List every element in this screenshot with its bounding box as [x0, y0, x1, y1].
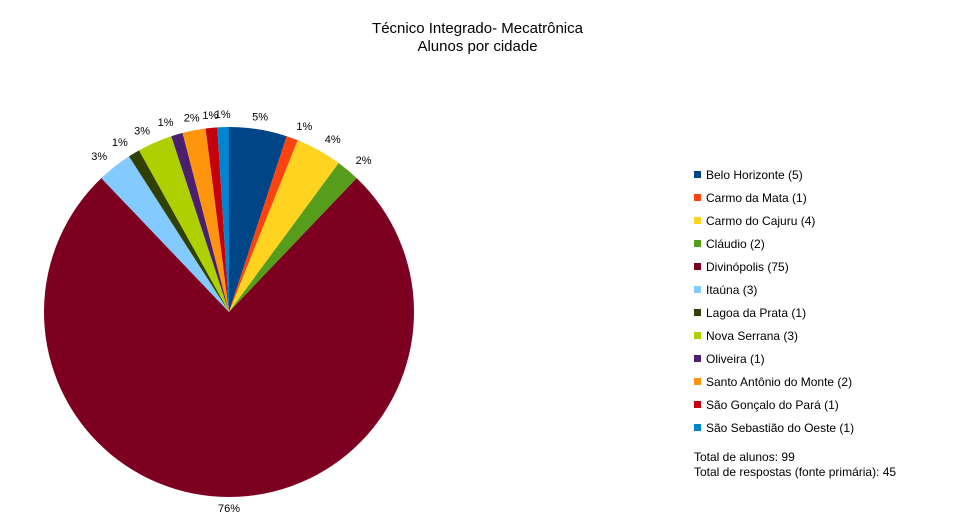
legend-label: Carmo da Mata (1) [706, 190, 807, 205]
legend-item-santo-antonio-do-monte: Santo Antônio do Monte (2) [694, 370, 854, 393]
legend-label: Divinópolis (75) [706, 259, 789, 274]
total-responses-note: Total de respostas (fonte primária): 45 [694, 465, 897, 479]
pie-slice-divinopolis [43, 178, 414, 498]
legend-item-itauna: Itaúna (3) [694, 278, 854, 301]
legend-swatch [694, 424, 701, 431]
legend-swatch [694, 217, 701, 224]
legend-swatch [694, 332, 701, 339]
pie-slice-itauna [101, 156, 229, 312]
legend-item-divinopolis: Divinópolis (75) [694, 255, 854, 278]
pie-label-claudio: 2% [356, 155, 372, 167]
chart-subtitle: Alunos por cidade [417, 38, 538, 55]
total-students-note: Total de alunos: 99 [694, 450, 795, 464]
legend-item-carmo-do-cajuru: Carmo do Cajuru (4) [694, 209, 854, 232]
pie-label-carmo-da-mata: 1% [296, 121, 312, 133]
chart-title-block: Técnico Integrado- Mecatrônica Alunos po… [0, 20, 955, 56]
legend-swatch [694, 194, 701, 201]
pie-label-sao-goncalo-do-para: 1% [202, 110, 218, 122]
pie-slice-sao-sebastiao-do-oeste [217, 127, 229, 312]
legend-item-sao-goncalo-do-para: São Gonçalo do Pará (1) [694, 393, 854, 416]
pie-label-sao-sebastiao-do-oeste: 1% [215, 109, 231, 121]
legend-swatch [694, 378, 701, 385]
legend-swatch [694, 286, 701, 293]
legend-swatch [694, 240, 701, 247]
legend-label: Carmo do Cajuru (4) [706, 213, 816, 228]
legend-swatch [694, 263, 701, 270]
chart-title: Técnico Integrado- Mecatrônica [372, 20, 583, 37]
legend-swatch [694, 401, 701, 408]
legend-label: Santo Antônio do Monte (2) [706, 374, 853, 389]
pie-label-belo-horizonte: 5% [252, 111, 268, 123]
pie-label-nova-serrana: 3% [134, 125, 150, 137]
pie-slice-oliveira [171, 132, 229, 312]
legend-label: São Gonçalo do Pará (1) [706, 397, 839, 412]
legend-label: Oliveira (1) [706, 351, 765, 366]
pie-slice-carmo-da-mata [229, 136, 298, 312]
chart-notes: Total de alunos: 99 Total de respostas (… [694, 450, 896, 480]
legend-swatch [694, 171, 701, 178]
pie-slice-claudio [229, 163, 357, 312]
pie-slice-lagoa-da-prata [128, 150, 229, 312]
pie-slice-carmo-do-cajuru [229, 140, 339, 312]
pie-label-divinopolis: 76% [218, 503, 240, 515]
legend-label: Cláudio (2) [706, 236, 765, 251]
legend-label: Lagoa da Prata (1) [706, 305, 807, 320]
legend-swatch [694, 355, 701, 362]
pie-slice-santo-antonio-do-monte [182, 128, 229, 312]
legend-item-belo-horizonte: Belo Horizonte (5) [694, 163, 854, 186]
pie-label-carmo-do-cajuru: 4% [325, 134, 341, 146]
legend-item-nova-serrana: Nova Serrana (3) [694, 324, 854, 347]
legend-label: Itaúna (3) [706, 282, 758, 297]
pie-label-santo-antonio-do-monte: 2% [184, 113, 200, 125]
legend-item-oliveira: Oliveira (1) [694, 347, 854, 370]
legend-label: São Sebastião do Oeste (1) [706, 420, 855, 435]
legend-item-claudio: Cláudio (2) [694, 232, 854, 255]
legend-swatch [694, 309, 701, 316]
pie-slice-sao-goncalo-do-para [205, 127, 229, 313]
pie-label-oliveira: 1% [158, 117, 174, 129]
legend-item-carmo-da-mata: Carmo da Mata (1) [694, 186, 854, 209]
pie-slice-nova-serrana [139, 136, 229, 312]
pie-slice-belo-horizonte [229, 127, 287, 312]
legend-label: Belo Horizonte (5) [706, 167, 803, 182]
legend-label: Nova Serrana (3) [706, 328, 799, 343]
legend-item-lagoa-da-prata: Lagoa da Prata (1) [694, 301, 854, 324]
pie-label-itauna: 3% [91, 151, 107, 163]
legend-item-sao-sebastiao-do-oeste: São Sebastião do Oeste (1) [694, 416, 854, 439]
legend: Belo Horizonte (5) Carmo da Mata (1) Carmo… [694, 163, 854, 439]
pie-label-lagoa-da-prata: 1% [112, 137, 128, 149]
